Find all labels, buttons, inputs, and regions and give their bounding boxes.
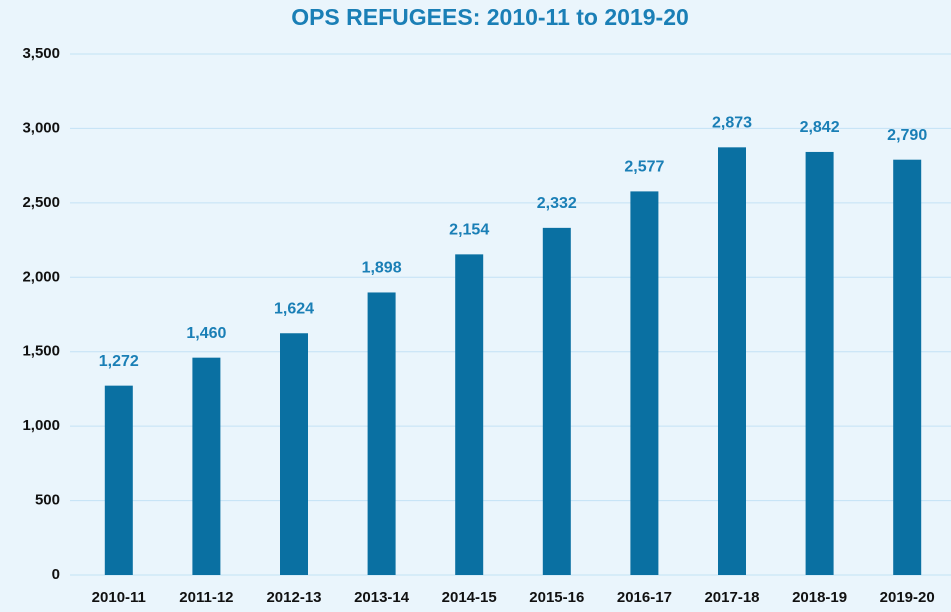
bar (367, 292, 396, 575)
value-label: 2,154 (449, 222, 489, 239)
value-label: 2,873 (712, 115, 752, 132)
bar (630, 191, 659, 575)
x-tick-label: 2014-15 (442, 589, 497, 606)
y-tick-label: 3,500 (22, 45, 60, 62)
y-tick-label: 1,500 (22, 343, 60, 360)
bar (542, 227, 571, 575)
x-tick-label: 2019-20 (880, 589, 935, 606)
x-tick-label: 2016-17 (617, 589, 672, 606)
value-label: 1,898 (362, 260, 402, 277)
value-label: 2,577 (624, 159, 664, 176)
value-label: 1,460 (186, 325, 226, 342)
y-tick-label: 2,000 (22, 268, 60, 285)
x-tick-label: 2010-11 (92, 589, 146, 606)
value-label: 2,332 (537, 195, 577, 212)
y-tick-label: 1,000 (22, 417, 60, 434)
y-tick-label: 3,000 (22, 119, 60, 136)
bar (280, 333, 308, 575)
value-label: 1,624 (274, 300, 314, 317)
bar (893, 159, 922, 575)
y-tick-label: 2,500 (22, 194, 60, 211)
y-tick-label: 0 (52, 566, 60, 583)
chart-title: OPS REFUGEES: 2010-11 to 2019-20 (291, 4, 689, 30)
bar (455, 254, 484, 576)
value-label: 1,272 (99, 353, 139, 370)
bar (718, 147, 746, 575)
x-tick-label: 2015-16 (529, 589, 584, 606)
x-tick-label: 2017-18 (704, 589, 759, 606)
value-label: 2,790 (887, 127, 927, 144)
x-tick-label: 2012-13 (266, 589, 321, 606)
bar (805, 151, 834, 575)
x-tick-label: 2013-14 (354, 589, 410, 606)
value-label: 2,842 (800, 119, 840, 136)
bar (192, 357, 221, 575)
x-tick-label: 2011-12 (179, 589, 233, 606)
x-tick-label: 2018-19 (792, 589, 847, 606)
bar (104, 385, 133, 575)
y-tick-label: 500 (35, 492, 60, 509)
